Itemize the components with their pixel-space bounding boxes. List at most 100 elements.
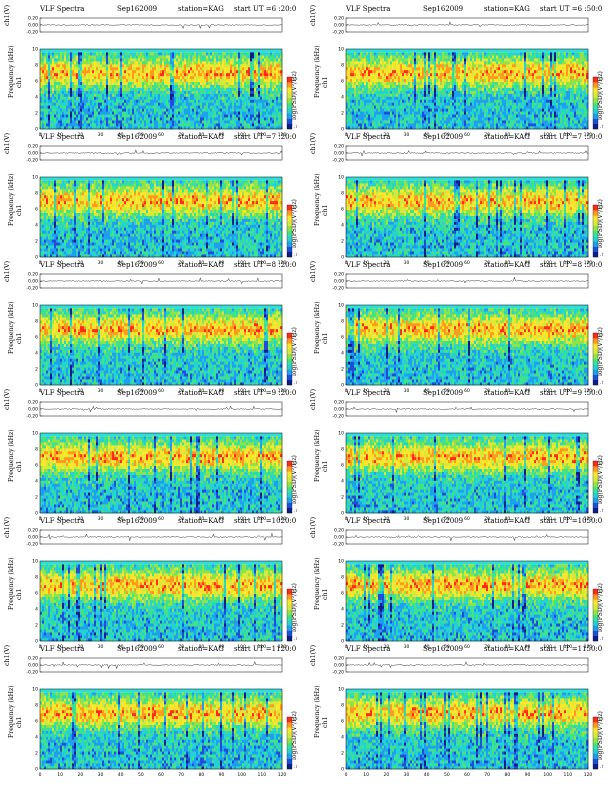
x-tick-label: 10: [57, 388, 63, 394]
x-tick-label: 10: [57, 132, 63, 138]
x-tick-label: 120: [278, 260, 287, 266]
x-tick-label: 70: [484, 644, 490, 650]
colorbar-tick-label: -7: [294, 125, 298, 129]
x-tick-label: 100: [543, 772, 552, 778]
x-tick-label: 50: [138, 644, 144, 650]
panel-title: VLF Spectra: [40, 645, 84, 653]
x-tick-label: 10: [363, 388, 369, 394]
x-tick-label: 100: [543, 516, 552, 522]
x-tick-label: 70: [178, 516, 184, 522]
x-tick-label: 40: [424, 388, 430, 394]
spectrum-panel: VLF Spectra Sep162009 station=KAG start UT …: [306, 642, 612, 773]
colorbar-tick-label: -5: [600, 77, 604, 81]
panel-start-time: start UT =1020:0: [234, 517, 296, 525]
x-tick-label: 80: [504, 388, 510, 394]
saturated-band: [346, 433, 588, 437]
x-tick-layer: 0 10 20 30 40 50 60 70 80 90 100 110 120: [39, 388, 287, 394]
y-tick-label: 0: [341, 383, 344, 389]
saturated-band: [346, 305, 588, 309]
y-tick-label: 0: [341, 127, 344, 133]
x-tick-label: 90: [219, 772, 225, 778]
panel-date: Sep162009: [117, 261, 157, 269]
x-tick-label: 90: [525, 772, 531, 778]
x-tick-label: 40: [118, 260, 124, 266]
spectrogram-cells: [346, 52, 589, 130]
x-tick-label: 80: [198, 260, 204, 266]
y-tick-label: 8: [341, 319, 344, 325]
panel-title: VLF Spectra: [40, 133, 84, 141]
waveform-tick-label: 0.20: [334, 272, 344, 278]
spectrogram-cells: [346, 692, 589, 770]
x-tick-label: 30: [404, 516, 410, 522]
y-tick-label: 10: [338, 175, 344, 181]
x-tick-layer: 0 10 20 30 40 50 60 70 80 90 100 110 120: [39, 260, 287, 266]
spectrum-plot: 0.200.00-0.20 0 2 4 6 8 10 -5 -7: [26, 528, 297, 645]
x-tick-label: 30: [98, 516, 104, 522]
x-tick-label: 10: [363, 516, 369, 522]
saturated-band: [346, 689, 588, 693]
spectrum-plot: 0.200.00-0.20 0 2 4 6 8 10 -5 -7: [26, 656, 297, 773]
y-tick-label: 8: [35, 319, 38, 325]
panel-title: VLF Spectra: [40, 261, 84, 269]
x-tick-label: 120: [584, 388, 593, 394]
panel-date: Sep162009: [117, 5, 157, 13]
x-tick-label: 40: [424, 516, 430, 522]
waveform-tick-label: 0.20: [334, 528, 344, 534]
x-tick-label: 50: [444, 132, 450, 138]
waveform-tick-label: 0.20: [28, 16, 38, 22]
y-tick-label: 10: [338, 303, 344, 309]
x-tick-label: 120: [278, 516, 287, 522]
panel-station: station=KAG: [484, 5, 530, 13]
waveform-tick-label: 0.00: [334, 535, 344, 541]
spectrogram-cells: [40, 692, 283, 770]
y-tick-label: 4: [341, 479, 344, 485]
waveform-line: [39, 405, 283, 413]
x-tick-label: 50: [444, 644, 450, 650]
x-tick-label: 20: [77, 132, 83, 138]
y-tick-label: 0: [35, 255, 38, 261]
x-tick-label: 30: [98, 772, 104, 778]
y-tick-label: 4: [341, 95, 344, 101]
waveform-tick-label: 0.20: [334, 400, 344, 406]
waveform-line: [39, 277, 283, 285]
x-tick-label: 90: [525, 644, 531, 650]
x-tick-label: 80: [504, 132, 510, 138]
x-tick-label: 0: [39, 644, 42, 650]
saturated-band: [346, 177, 588, 181]
colorbar-tick-label: -5: [294, 333, 298, 337]
x-tick-label: 120: [278, 388, 287, 394]
x-tick-label: 40: [424, 132, 430, 138]
waveform-tick-label: 0.00: [28, 663, 38, 669]
y-tick-label: 4: [35, 351, 38, 357]
x-tick-label: 10: [57, 260, 63, 266]
waveform-tick-label: 0.00: [334, 279, 344, 285]
panel-station: station=KAG: [178, 517, 224, 525]
x-tick-label: 60: [158, 132, 164, 138]
saturated-band: [40, 689, 282, 693]
panel-station: station=KAG: [178, 5, 224, 13]
y-tick-label: 8: [341, 575, 344, 581]
spectrogram-cells: [346, 436, 589, 514]
spectrum-panel: VLF Spectra Sep162009 station=KAG start UT …: [0, 514, 306, 645]
x-tick-label: 80: [198, 772, 204, 778]
y-tick-label: 6: [35, 591, 38, 597]
y-tick-label: 8: [35, 703, 38, 709]
y-tick-label: 0: [341, 767, 344, 773]
panel-start-time: start UT =9 :20:0: [234, 389, 296, 397]
colorbar-tick-label: -7: [600, 637, 604, 641]
panel-date: Sep162009: [117, 645, 157, 653]
spectrum-panel: VLF Spectra Sep162009 station=KAG start UT …: [0, 130, 306, 261]
x-tick-label: 20: [383, 132, 389, 138]
x-tick-label: 70: [178, 388, 184, 394]
y-tick-label: 6: [35, 335, 38, 341]
x-tick-label: 30: [404, 132, 410, 138]
panel-start-time: start UT =6 :20:0: [234, 5, 296, 13]
y-tick-label: 6: [341, 335, 344, 341]
x-tick-layer: 0 10 20 30 40 50 60 70 80 90 100 110 120: [39, 644, 287, 650]
x-tick-label: 100: [237, 260, 246, 266]
y-tick-label: 8: [35, 447, 38, 453]
spectrogram-cells: [346, 564, 589, 642]
panel-station: station=KAG: [178, 645, 224, 653]
x-tick-label: 30: [404, 772, 410, 778]
